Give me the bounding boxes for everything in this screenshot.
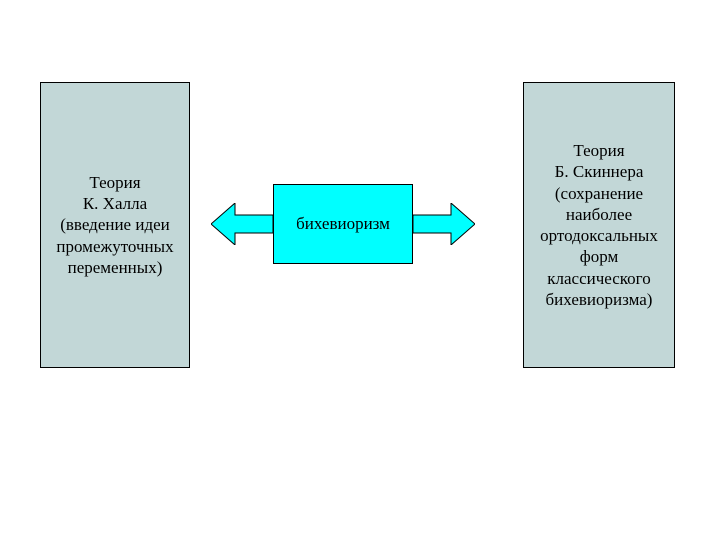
node-hull-theory: ТеорияК. Халла(введение идеипромежуточны… (40, 82, 190, 368)
node-skinner-theory-label: ТеорияБ. Скиннера(сохранениенаиболееорто… (540, 140, 658, 310)
node-hull-theory-label: ТеорияК. Халла(введение идеипромежуточны… (56, 172, 173, 278)
arrow-right (413, 203, 475, 245)
node-behaviorism-label: бихевиоризм (296, 213, 390, 234)
node-skinner-theory: ТеорияБ. Скиннера(сохранениенаиболееорто… (523, 82, 675, 368)
arrow-left (211, 203, 273, 245)
node-behaviorism: бихевиоризм (273, 184, 413, 264)
diagram-canvas: ТеорияК. Халла(введение идеипромежуточны… (0, 0, 720, 540)
